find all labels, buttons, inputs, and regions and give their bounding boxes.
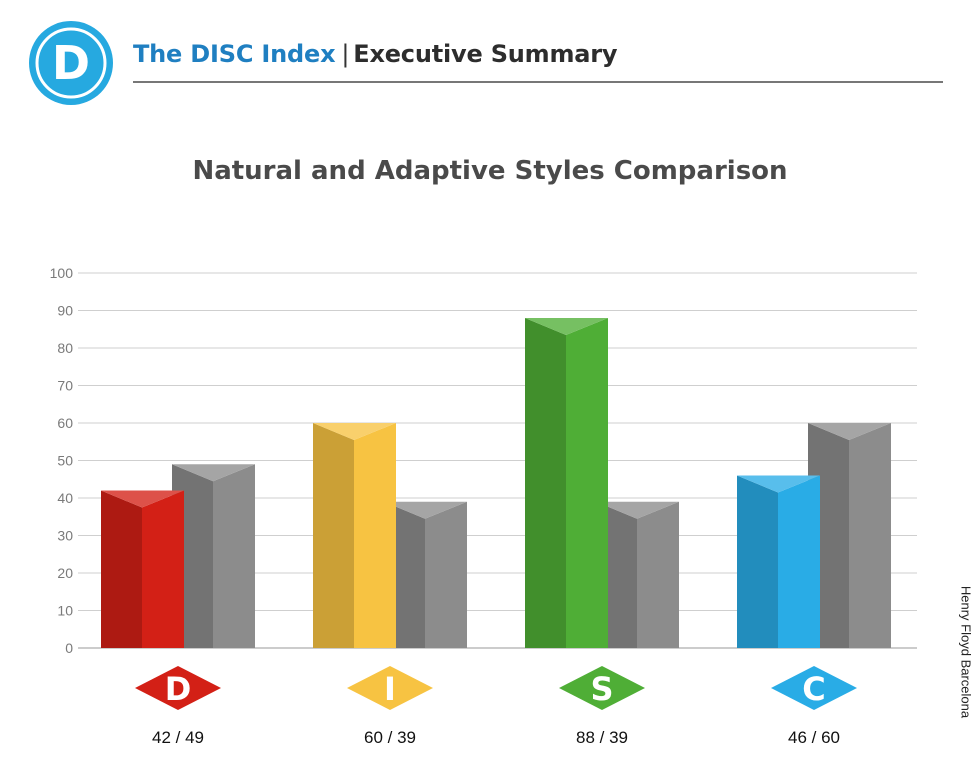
y-tick-label: 80 (57, 340, 73, 356)
chart-title: Natural and Adaptive Styles Comparison (192, 156, 788, 186)
bar-side-face (313, 423, 354, 648)
bar-adaptive-c (808, 423, 891, 648)
bar-adaptive-d (172, 464, 255, 648)
bar-front-face (425, 501, 467, 648)
bar-side-face (101, 490, 142, 648)
header-divider (133, 81, 943, 83)
category-letter: S (590, 670, 613, 708)
bar-top-face (596, 501, 679, 519)
bar-front-face (637, 501, 679, 648)
category-letter: C (802, 670, 825, 708)
y-tick-label: 30 (57, 528, 73, 544)
section-name: Executive Summary (353, 40, 618, 68)
logo-letter: D (52, 36, 90, 90)
bar-side-face (525, 318, 566, 648)
logo-outer-circle (29, 21, 113, 105)
value-label: 42 / 49 (152, 728, 204, 747)
bar-adaptive-s (596, 501, 679, 648)
category-badge-i (347, 666, 433, 710)
y-tick-label: 70 (57, 378, 73, 394)
title-separator: | (341, 40, 350, 68)
bar-front-face (354, 423, 396, 648)
category-layer: D 42 / 49 I 60 / 39 S 88 / 39 C 46 / 60 (135, 666, 857, 747)
y-tick-label: 90 (57, 303, 73, 319)
y-tick-label: 60 (57, 415, 73, 431)
value-label: 60 / 39 (364, 728, 416, 747)
bar-adaptive-i (384, 501, 467, 648)
bar-top-face (101, 490, 184, 508)
bar-top-face (525, 318, 608, 335)
bar-front-face (213, 464, 255, 648)
bar-front-face (566, 318, 608, 648)
disc-logo: D (29, 21, 113, 105)
value-label: 46 / 60 (788, 728, 840, 747)
bar-top-face (737, 475, 820, 493)
category-badge-c (771, 666, 857, 710)
bar-top-face (172, 464, 255, 482)
bar-top-face (384, 501, 467, 519)
category-badge-s (559, 666, 645, 710)
bar-front-face (778, 475, 820, 648)
bar-side-face (737, 475, 778, 648)
y-tick-label: 10 (57, 603, 73, 619)
bar-natural-c (737, 475, 820, 648)
category-letter: D (165, 670, 192, 708)
bar-front-face (849, 423, 891, 648)
category-badge-d (135, 666, 221, 710)
bar-natural-i (313, 423, 396, 648)
bar-front-face (142, 490, 184, 648)
value-label: 88 / 39 (576, 728, 628, 747)
y-tick-label: 0 (65, 640, 73, 656)
y-tick-label: 100 (50, 265, 74, 281)
bar-natural-s (525, 318, 608, 648)
brand-name: The DISC Index (133, 40, 336, 68)
y-tick-label: 50 (57, 453, 73, 469)
bar-top-face (808, 423, 891, 440)
page-title: The DISC Index | Executive Summary (133, 40, 618, 68)
bar-top-face (313, 423, 396, 440)
author-credit: Henry Floyd Barcelona (958, 585, 974, 719)
y-tick-label: 40 (57, 490, 73, 506)
category-letter: I (384, 670, 396, 708)
bar-layer (101, 318, 891, 648)
logo-ring (35, 27, 107, 99)
y-tick-label: 20 (57, 565, 73, 581)
bar-natural-d (101, 490, 184, 648)
